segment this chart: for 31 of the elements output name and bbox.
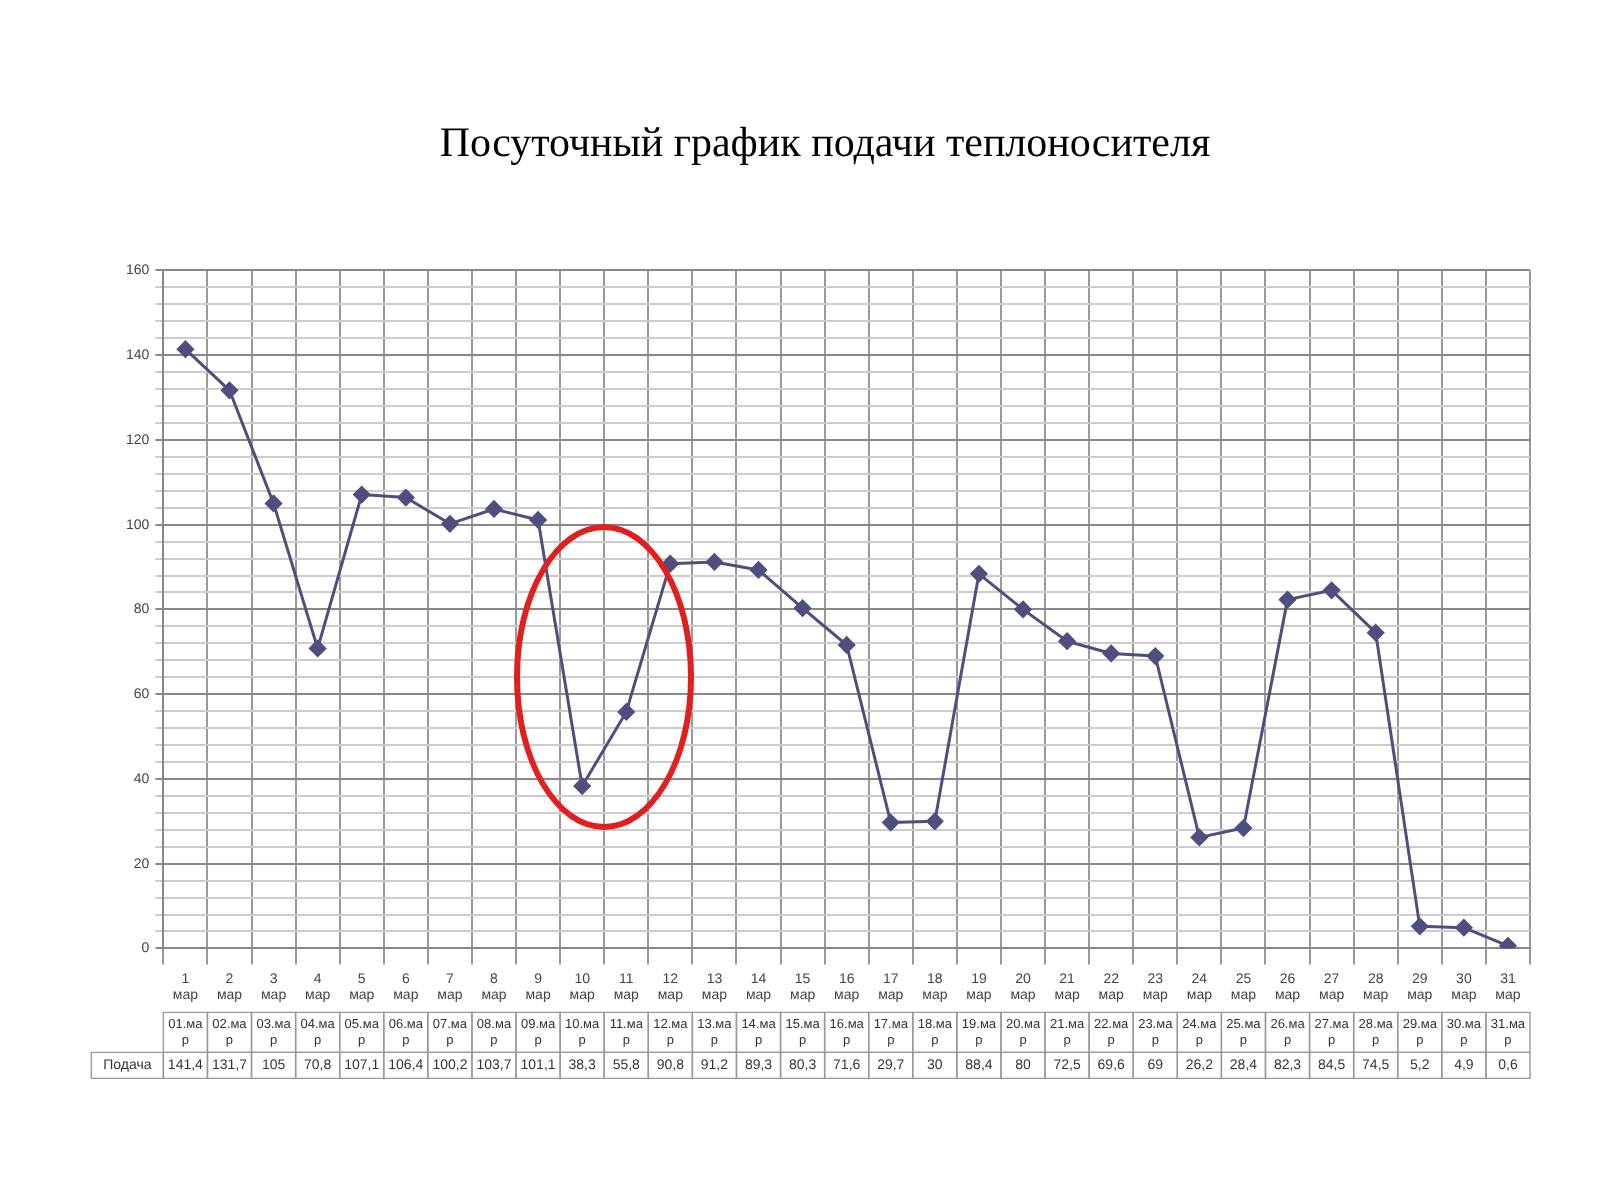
point [617,703,635,721]
point [1455,919,1473,937]
point [1234,819,1252,837]
point [1411,917,1429,935]
point [705,553,723,571]
chart-title: Посуточный график подачи теплоносителя [439,118,1211,167]
point [882,814,900,832]
point [397,489,415,507]
point [485,500,503,518]
point [220,381,238,399]
point [573,777,591,795]
point [309,639,327,657]
point [1102,644,1120,662]
point [794,599,812,617]
point [441,515,459,533]
point [1146,647,1164,665]
point [750,561,768,579]
point [1190,828,1208,846]
point [529,511,547,529]
point [265,494,283,512]
point [1058,632,1076,650]
point [1323,581,1341,599]
point [970,565,988,583]
point [1279,591,1297,609]
point [661,555,679,573]
point [838,636,856,654]
point [353,486,371,504]
point [176,340,194,358]
point [1014,600,1032,618]
point [1367,624,1385,642]
point [926,812,944,830]
